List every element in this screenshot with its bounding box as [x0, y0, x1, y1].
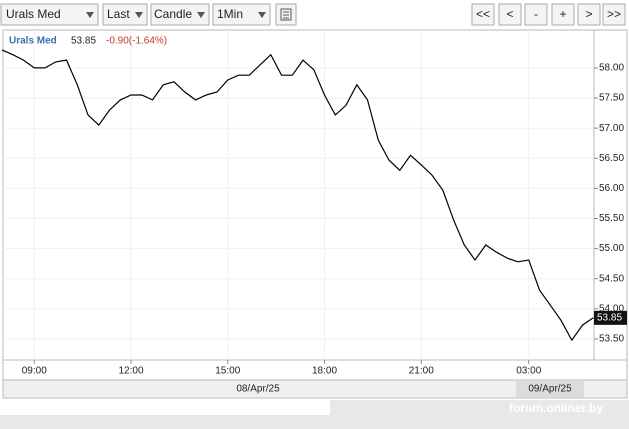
style-text: Candle — [154, 7, 192, 21]
nav-button-label: >> — [607, 7, 621, 21]
dropdown-arrow — [258, 12, 266, 18]
x-tick-label: 18:00 — [312, 366, 337, 377]
y-tick-label: 56.00 — [599, 183, 624, 194]
style-select[interactable] — [150, 3, 210, 26]
last-value-tag — [594, 310, 627, 325]
y-tick-label: 53.50 — [599, 334, 624, 345]
nav-button[interactable] — [524, 3, 548, 26]
nav-button-label: + — [559, 7, 566, 21]
dropdown-arrow — [86, 12, 94, 18]
settings-icon — [280, 8, 292, 21]
interval-select[interactable] — [212, 3, 271, 26]
nav-button[interactable] — [577, 3, 601, 26]
nav-button-label: > — [585, 7, 592, 21]
y-tick-label: 54.50 — [599, 273, 624, 284]
plot: 53.50 54.00 54.50 55.00 55.50 56.00 56.50 57.00… — [1, 30, 627, 397]
y-tick-label: 55.00 — [599, 243, 624, 254]
x-tick-label: 03:00 — [516, 366, 541, 377]
nav-button-label: < — [506, 7, 513, 21]
interval-text: 1Min — [217, 7, 243, 21]
x-tick-label: 09:00 — [22, 366, 47, 377]
plot-area — [2, 29, 595, 361]
nav-button-label: << — [476, 7, 490, 21]
price-type-select[interactable] — [102, 3, 148, 26]
date-highlight — [516, 381, 584, 397]
dropdown-arrow — [197, 12, 205, 18]
price-type-text: Last — [107, 7, 130, 21]
legend-last: 53.85 — [71, 36, 96, 47]
date-axis — [2, 379, 628, 399]
price-line — [1, 49, 594, 342]
symbol-select[interactable] — [0, 3, 99, 26]
nav-buttons: << < - + > >> — [471, 3, 626, 26]
nav-button[interactable] — [551, 3, 575, 26]
legend-change: -0.90(-1.64%) — [106, 36, 167, 47]
toolbar: Urals Med Last Candle 1Min — [0, 3, 297, 26]
nav-button[interactable] — [471, 3, 495, 26]
date-label: 09/Apr/25 — [528, 384, 572, 395]
nav-button[interactable] — [498, 3, 522, 26]
x-tick-label: 15:00 — [215, 366, 240, 377]
date-label: 08/Apr/25 — [236, 384, 280, 395]
nav-button-label: - — [534, 7, 538, 21]
y-tick-label: 55.50 — [599, 213, 624, 224]
watermark: forum.onliner.by — [509, 401, 603, 415]
last-value-label: 53.85 — [597, 312, 622, 323]
scrollbar — [0, 400, 330, 415]
legend-symbol: Urals Med — [9, 36, 57, 47]
price-axis — [593, 29, 628, 361]
symbol-select-text: Urals Med — [6, 7, 61, 21]
y-tick-label: 54.00 — [599, 303, 624, 314]
nav-button[interactable] — [602, 3, 626, 26]
y-tick-label: 56.50 — [599, 153, 624, 164]
y-tick-label: 57.00 — [599, 123, 624, 134]
x-tick-label: 12:00 — [118, 366, 143, 377]
dropdown-arrow — [135, 12, 143, 18]
x-tick-label: 21:00 — [409, 366, 434, 377]
y-tick-label: 57.50 — [599, 93, 624, 104]
y-tick-label: 58.00 — [599, 63, 624, 74]
